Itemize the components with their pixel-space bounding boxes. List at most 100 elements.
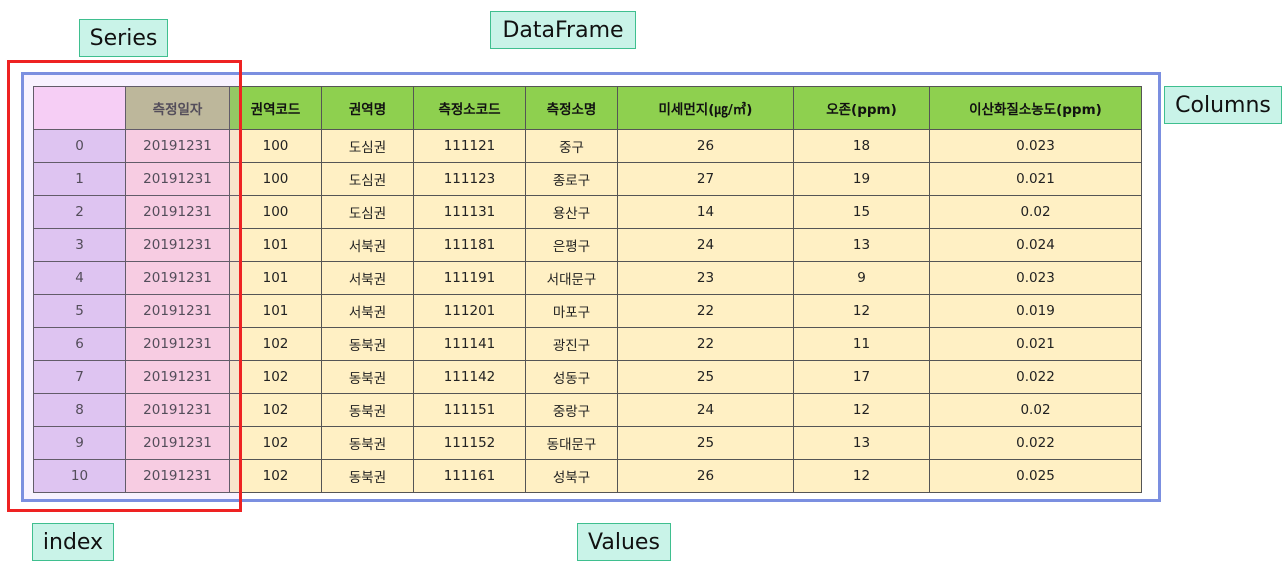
- table-row: 5 20191231 101 서북권 111201 마포구 22 12 0.019: [33, 294, 1142, 328]
- index-cell: 2: [33, 195, 126, 229]
- value-cell: 0.025: [929, 459, 1142, 493]
- value-cell: 0.024: [929, 228, 1142, 262]
- value-cell: 도심권: [321, 129, 414, 163]
- dataframe-table: 측정일자 권역코드 권역명 측정소코드 측정소명 미세먼지(㎍/㎥) 오존(pp…: [33, 86, 1142, 493]
- value-cell: 12: [793, 393, 930, 427]
- value-cell: 9: [793, 261, 930, 295]
- index-cell: 3: [33, 228, 126, 262]
- value-cell: 동북권: [321, 426, 414, 460]
- value-cell: 22: [617, 327, 794, 361]
- value-cell: 23: [617, 261, 794, 295]
- series-cell: 20191231: [125, 360, 230, 394]
- value-cell: 26: [617, 129, 794, 163]
- value-cell: 서북권: [321, 294, 414, 328]
- index-cell: 1: [33, 162, 126, 196]
- table-row: 4 20191231 101 서북권 111191 서대문구 23 9 0.023: [33, 261, 1142, 295]
- value-cell: 19: [793, 162, 930, 196]
- column-header: 권역명: [321, 86, 414, 130]
- value-cell: 111201: [413, 294, 526, 328]
- value-cell: 111152: [413, 426, 526, 460]
- value-cell: 111121: [413, 129, 526, 163]
- dataframe-frame: [21, 72, 1161, 502]
- value-cell: 중랑구: [525, 393, 618, 427]
- column-header: 측정일자: [125, 86, 230, 130]
- columns-label: Columns: [1164, 86, 1282, 124]
- value-cell: 25: [617, 360, 794, 394]
- series-label: Series: [79, 19, 168, 57]
- table-body: 0 20191231 100 도심권 111121 중구 26 18 0.023 1 2019123…: [33, 129, 1142, 493]
- table-row: 9 20191231 102 동북권 111152 동대문구 25 13 0.022: [33, 426, 1142, 460]
- value-cell: 12: [793, 459, 930, 493]
- dataframe-label: DataFrame: [490, 11, 636, 49]
- value-cell: 0.022: [929, 426, 1142, 460]
- series-cell: 20191231: [125, 459, 230, 493]
- value-cell: 서대문구: [525, 261, 618, 295]
- index-cell: 4: [33, 261, 126, 295]
- value-cell: 100: [229, 162, 322, 196]
- value-cell: 17: [793, 360, 930, 394]
- value-cell: 동대문구: [525, 426, 618, 460]
- table-row: 2 20191231 100 도심권 111131 용산구 14 15 0.02: [33, 195, 1142, 229]
- value-cell: 0.023: [929, 129, 1142, 163]
- value-cell: 11: [793, 327, 930, 361]
- value-cell: 마포구: [525, 294, 618, 328]
- value-cell: 0.023: [929, 261, 1142, 295]
- series-cell: 20191231: [125, 228, 230, 262]
- value-cell: 111131: [413, 195, 526, 229]
- table-row: 8 20191231 102 동북권 111151 중랑구 24 12 0.02: [33, 393, 1142, 427]
- value-cell: 동북권: [321, 327, 414, 361]
- header-row: 측정일자 권역코드 권역명 측정소코드 측정소명 미세먼지(㎍/㎥) 오존(pp…: [33, 86, 1142, 130]
- corner-cell: [33, 86, 126, 130]
- value-cell: 15: [793, 195, 930, 229]
- value-cell: 102: [229, 459, 322, 493]
- value-cell: 111141: [413, 327, 526, 361]
- table-row: 3 20191231 101 서북권 111181 은평구 24 13 0.024: [33, 228, 1142, 262]
- value-cell: 26: [617, 459, 794, 493]
- series-cell: 20191231: [125, 426, 230, 460]
- value-cell: 0.019: [929, 294, 1142, 328]
- value-cell: 용산구: [525, 195, 618, 229]
- index-cell: 9: [33, 426, 126, 460]
- table-row: 0 20191231 100 도심권 111121 중구 26 18 0.023: [33, 129, 1142, 163]
- value-cell: 종로구: [525, 162, 618, 196]
- value-cell: 성동구: [525, 360, 618, 394]
- value-cell: 도심권: [321, 195, 414, 229]
- value-cell: 0.021: [929, 162, 1142, 196]
- value-cell: 0.02: [929, 393, 1142, 427]
- value-cell: 111142: [413, 360, 526, 394]
- value-cell: 도심권: [321, 162, 414, 196]
- index-cell: 7: [33, 360, 126, 394]
- value-cell: 중구: [525, 129, 618, 163]
- index-cell: 8: [33, 393, 126, 427]
- series-cell: 20191231: [125, 393, 230, 427]
- index-cell: 5: [33, 294, 126, 328]
- column-header: 미세먼지(㎍/㎥): [617, 86, 794, 130]
- value-cell: 13: [793, 426, 930, 460]
- value-cell: 동북권: [321, 360, 414, 394]
- index-cell: 6: [33, 327, 126, 361]
- value-cell: 111123: [413, 162, 526, 196]
- value-cell: 18: [793, 129, 930, 163]
- value-cell: 0.02: [929, 195, 1142, 229]
- values-label: Values: [577, 523, 671, 561]
- value-cell: 111191: [413, 261, 526, 295]
- value-cell: 101: [229, 228, 322, 262]
- value-cell: 은평구: [525, 228, 618, 262]
- value-cell: 111181: [413, 228, 526, 262]
- series-cell: 20191231: [125, 195, 230, 229]
- value-cell: 101: [229, 261, 322, 295]
- table-row: 1 20191231 100 도심권 111123 종로구 27 19 0.021: [33, 162, 1142, 196]
- value-cell: 12: [793, 294, 930, 328]
- column-header: 측정소명: [525, 86, 618, 130]
- series-cell: 20191231: [125, 261, 230, 295]
- series-cell: 20191231: [125, 129, 230, 163]
- series-cell: 20191231: [125, 162, 230, 196]
- value-cell: 22: [617, 294, 794, 328]
- value-cell: 13: [793, 228, 930, 262]
- value-cell: 27: [617, 162, 794, 196]
- index-cell: 10: [33, 459, 126, 493]
- series-cell: 20191231: [125, 327, 230, 361]
- value-cell: 100: [229, 195, 322, 229]
- value-cell: 동북권: [321, 393, 414, 427]
- value-cell: 102: [229, 393, 322, 427]
